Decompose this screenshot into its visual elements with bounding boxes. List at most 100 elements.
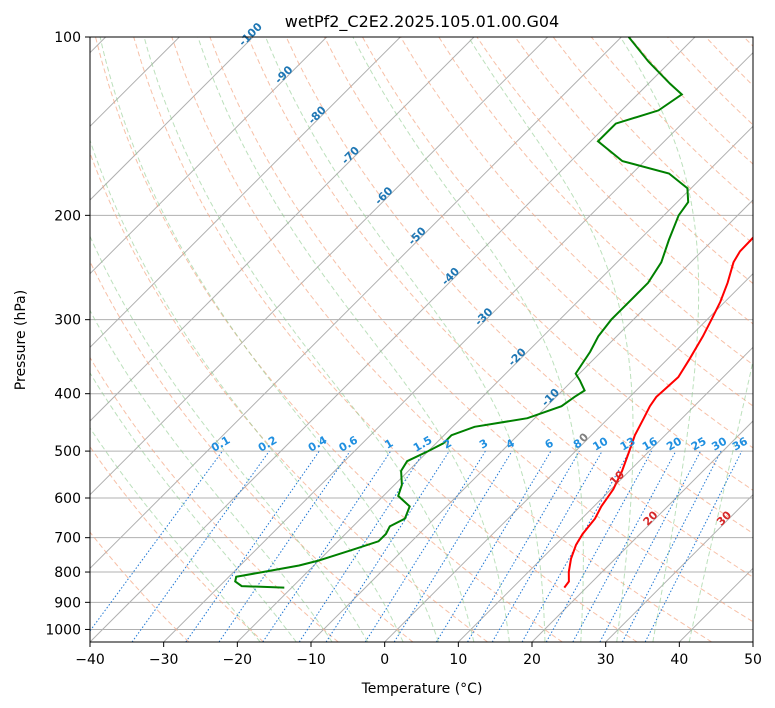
mixing-ratio-label: 1 xyxy=(382,437,395,452)
dry-adiabat-line xyxy=(323,37,753,491)
isotherm-label: -100 xyxy=(236,20,265,49)
y-tick-label: 1000 xyxy=(45,622,81,638)
moist-adiabat-line xyxy=(90,235,369,642)
mixing-ratio-label: 3 xyxy=(477,437,490,452)
isotherm-line xyxy=(90,37,254,201)
mixing-ratio-line xyxy=(218,450,351,642)
x-tick-label: 40 xyxy=(670,652,688,668)
isotherm-line xyxy=(457,346,753,642)
isotherm-line xyxy=(90,37,328,275)
mixing-ratio-line xyxy=(644,450,743,642)
mixing-ratio-line xyxy=(262,450,392,642)
mixing-ratio-line xyxy=(185,450,320,642)
y-tick-label: 400 xyxy=(54,387,81,403)
moist-adiabat-line xyxy=(467,37,634,642)
chart-title: wetPf2_C2E2.2025.105.01.00.G04 xyxy=(285,12,559,32)
y-tick-label: 700 xyxy=(54,531,81,547)
mixing-ratio-line xyxy=(90,450,223,632)
mixing-ratio-line xyxy=(298,450,425,642)
dry-adiabat-line xyxy=(590,37,753,205)
mixing-ratio-line xyxy=(599,450,701,642)
y-tick-label: 800 xyxy=(54,565,81,581)
moist-adiabat-line xyxy=(90,427,261,642)
x-tick-label: 20 xyxy=(523,652,541,668)
moist-adiabat-line xyxy=(90,309,333,642)
isotherm-label: -90 xyxy=(272,63,295,86)
isotherm-label: -60 xyxy=(372,184,395,207)
dry-adiabat-line xyxy=(171,37,712,642)
mixing-ratio-line xyxy=(621,450,722,642)
y-tick-label: 600 xyxy=(54,491,81,507)
dry-adiabat-line xyxy=(705,37,753,87)
mixing-ratio-label: 2 xyxy=(441,437,454,452)
isotherm-line xyxy=(605,493,753,642)
isotherm-label: -10 xyxy=(539,386,562,409)
isotherm-label: -20 xyxy=(506,345,529,368)
dry-adiabat-line xyxy=(133,37,638,642)
isotherm-line xyxy=(163,51,753,642)
y-tick-label: 100 xyxy=(54,30,81,46)
mixing-ratio-line xyxy=(325,450,450,642)
dry-adiabat-line xyxy=(90,151,488,642)
isotherm-line xyxy=(90,37,475,422)
isotherm-line xyxy=(531,420,753,642)
mixing-ratio-label: 6 xyxy=(543,436,556,451)
mixing-ratio-line xyxy=(131,450,270,642)
dry-adiabat-line xyxy=(90,356,339,642)
y-tick-label: 500 xyxy=(54,444,81,460)
dry-adiabat-line xyxy=(285,37,753,535)
isotherm-line xyxy=(752,641,753,642)
isotherm-line xyxy=(90,37,549,496)
dry-adiabat-line xyxy=(476,37,753,325)
x-tick-label: −10 xyxy=(296,652,326,668)
isotherm-label: -40 xyxy=(439,265,462,288)
isotherm-label: 20 xyxy=(641,508,661,528)
moist-adiabat-line xyxy=(90,138,404,642)
moist-adiabat-line xyxy=(143,37,475,642)
x-tick-label: 10 xyxy=(449,652,467,668)
mixing-ratio-line xyxy=(393,450,513,642)
x-tick-label: 30 xyxy=(597,652,615,668)
moist-adiabat-line xyxy=(265,37,546,642)
x-tick-label: −30 xyxy=(149,652,179,668)
isotherm-label: -80 xyxy=(306,103,329,126)
dewpoint-profile xyxy=(234,37,690,589)
isotherm-line xyxy=(236,125,753,642)
x-axis-label: Temperature (°C) xyxy=(361,681,483,697)
y-tick-label: 300 xyxy=(54,313,81,329)
moist-adiabat-line xyxy=(352,37,584,642)
dry-adiabat-line xyxy=(552,37,753,245)
mixing-ratio-line xyxy=(364,450,486,642)
mixing-ratio-line xyxy=(572,450,677,642)
x-tick-label: 50 xyxy=(744,652,762,668)
isotherm-label: -50 xyxy=(406,224,429,247)
y-axis-label: Pressure (hPa) xyxy=(13,290,29,390)
x-tick-label: −20 xyxy=(223,652,253,668)
isotherm-line xyxy=(678,567,753,642)
moist-adiabat-line xyxy=(90,371,297,642)
dry-adiabat-line xyxy=(209,37,753,623)
dry-adiabat-line xyxy=(90,445,264,642)
temperature-profile xyxy=(563,236,753,589)
y-tick-label: 900 xyxy=(54,595,81,611)
plot-frame xyxy=(89,36,754,643)
mixing-ratio-label: 4 xyxy=(504,436,517,451)
dry-adiabat-line xyxy=(438,37,753,366)
isotherm-line xyxy=(384,272,753,642)
isotherm-line xyxy=(90,37,622,570)
moist-adiabat-line xyxy=(688,358,753,642)
moist-adiabat-line xyxy=(99,37,439,642)
dry-adiabat-line xyxy=(667,37,753,126)
moist-adiabat-line xyxy=(197,37,510,642)
dry-adiabat-line xyxy=(90,531,190,642)
isotherm-label: -70 xyxy=(339,144,362,167)
dry-adiabat-line xyxy=(95,37,563,642)
dry-adiabat-line xyxy=(743,37,753,47)
x-tick-label: −40 xyxy=(75,652,105,668)
dry-adiabat-line xyxy=(247,37,753,578)
isotherm-line xyxy=(90,37,696,642)
dry-adiabat-line xyxy=(514,37,753,285)
dry-adiabat-line xyxy=(362,37,753,449)
isotherm-line xyxy=(90,37,401,349)
